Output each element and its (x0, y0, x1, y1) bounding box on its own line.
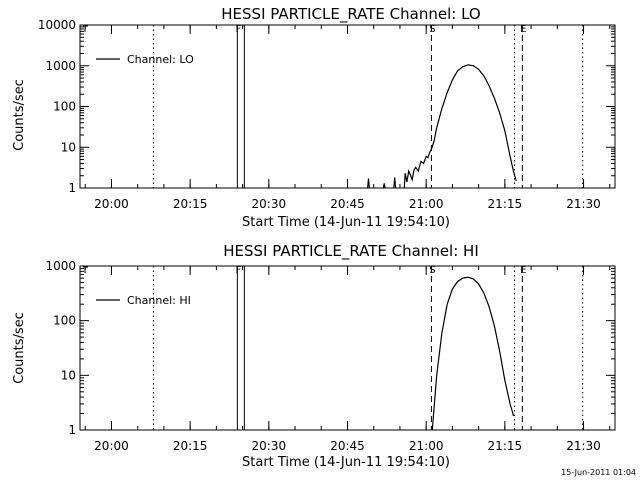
y-tick-label: 10000 (38, 18, 76, 32)
x-tick-label: 20:00 (94, 197, 129, 211)
y-tick-label: 1 (68, 181, 76, 195)
marker-label: E (520, 24, 526, 35)
marker-label: F (235, 24, 241, 35)
y-tick-label: 10 (61, 368, 76, 382)
x-tick-label: 20:00 (94, 439, 129, 453)
y-tick-label: 1000 (45, 259, 76, 273)
x-tick-label: 20:30 (252, 197, 287, 211)
y-tick-label: 100 (53, 314, 76, 328)
chart-title: HESSI PARTICLE_RATE Channel: HI (223, 242, 479, 261)
x-tick-label: 21:30 (566, 439, 601, 453)
x-tick-label: 21:15 (488, 439, 523, 453)
marker-label: S (429, 24, 435, 35)
marker-label: E (520, 265, 526, 276)
y-tick-label: 100 (53, 100, 76, 114)
axes-frame (79, 24, 616, 189)
x-tick-label: 20:45 (330, 439, 365, 453)
x-tick-label: 20:15 (173, 439, 208, 453)
y-tick-label: 1 (68, 423, 76, 437)
marker-label: S (429, 265, 435, 276)
chart-title: HESSI PARTICLE_RATE Channel: LO (221, 5, 480, 24)
y-axis-label: Counts/sec (12, 312, 27, 384)
x-tick-label: 20:45 (330, 197, 365, 211)
chart-panel-hi: HESSI PARTICLE_RATE Channel: HI Counts/s… (12, 242, 616, 470)
legend-label: Channel: HI (127, 294, 191, 307)
x-tick-label: 20:30 (252, 439, 287, 453)
x-tick-label: 21:00 (409, 439, 444, 453)
series-line (393, 177, 397, 189)
plot-timestamp: 15-Jun-2011 01:04 (561, 468, 636, 477)
series-line (367, 178, 370, 189)
x-tick-label: 21:15 (488, 197, 523, 211)
series-line (403, 64, 517, 189)
x-tick-label: 21:30 (566, 197, 601, 211)
x-axis-label: Start Time (14-Jun-11 19:54:10) (242, 215, 450, 230)
series-line (431, 276, 515, 431)
x-axis-label: Start Time (14-Jun-11 19:54:10) (242, 455, 450, 470)
plot-area: 1 10 100 1000 10000 20:00 20:15 20:30 20:45 21:00… (38, 18, 616, 211)
plot-area: 1 10 100 1000 20:00 20:15 20:30 20:45 21:00 21:15… (45, 259, 616, 453)
y-tick-label: 1000 (45, 59, 76, 73)
axes-frame (79, 265, 616, 431)
chart-panel-lo: HESSI PARTICLE_RATE Channel: LO Counts/s… (12, 5, 616, 230)
y-axis-label: Counts/sec (12, 79, 27, 151)
y-tick-label: 10 (61, 140, 76, 154)
x-tick-label: 20:15 (173, 197, 208, 211)
series-line (382, 183, 386, 189)
x-tick-label: 21:00 (409, 197, 444, 211)
marker-label: F (235, 265, 241, 276)
legend-label: Channel: LO (127, 53, 194, 66)
